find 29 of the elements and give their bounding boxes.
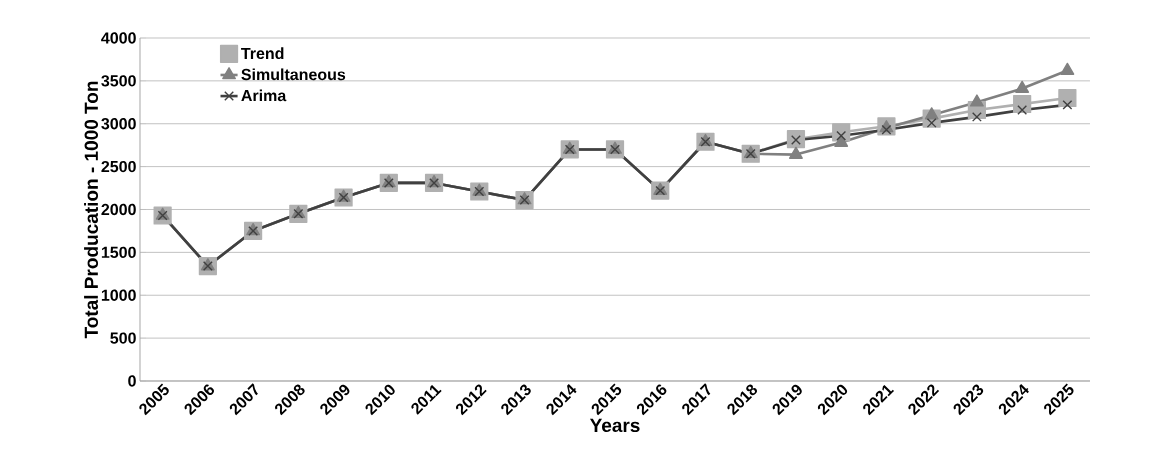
- y-tick-label: 1000: [101, 289, 136, 301]
- legend-label: Simultaneous: [241, 68, 346, 81]
- y-tick-label: 3000: [101, 118, 136, 130]
- y-tick-label: 1500: [101, 246, 136, 259]
- point: [971, 111, 982, 122]
- point: [1058, 88, 1077, 108]
- point: [881, 124, 892, 135]
- point: [836, 130, 847, 141]
- point: [924, 107, 939, 120]
- point: [789, 146, 803, 159]
- y-tick-label: 2500: [101, 160, 136, 173]
- point: [926, 117, 937, 128]
- y-tick-label: 4000: [101, 32, 136, 44]
- y-axis-title: Total Producation - 1000 Ton: [84, 81, 99, 339]
- point: [1013, 94, 1032, 114]
- y-tick-label: 0: [128, 375, 136, 387]
- y-tick-label: 3500: [101, 75, 136, 87]
- x-axis-title: Years: [589, 418, 640, 433]
- point: [1062, 99, 1073, 110]
- point: [834, 134, 849, 147]
- y-tick-label: 500: [110, 332, 136, 344]
- point: [1017, 105, 1028, 115]
- y-tick-label: 2000: [101, 203, 136, 216]
- legend-label: Arima: [241, 89, 287, 102]
- point: [1060, 62, 1075, 75]
- point: [791, 135, 801, 145]
- point: [969, 94, 984, 107]
- legend-label: Trend: [241, 47, 284, 60]
- point: [1015, 80, 1030, 93]
